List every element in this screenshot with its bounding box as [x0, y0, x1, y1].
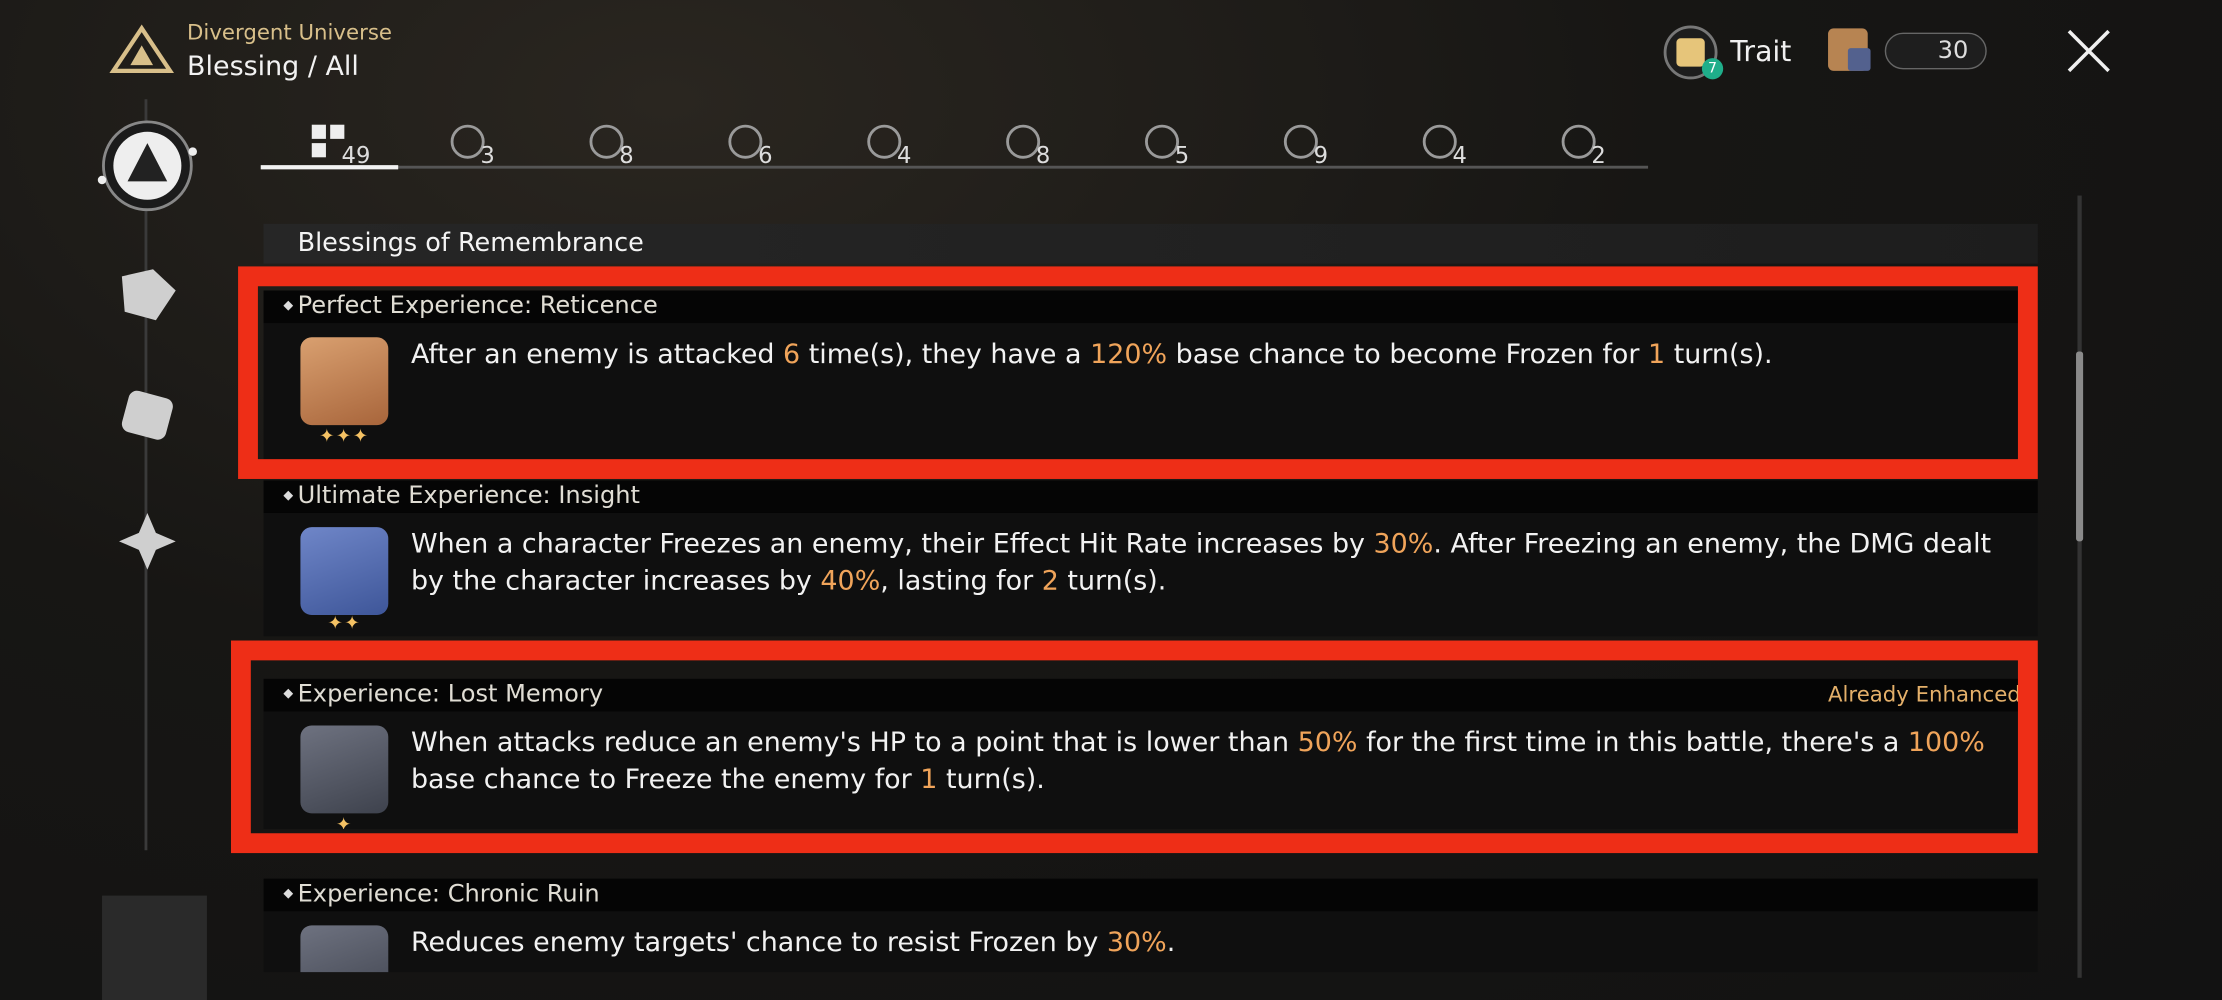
- status-tag: Already Enhanced: [1827, 681, 2021, 708]
- description-text: Reduces enemy targets' chance to resist …: [410, 926, 1107, 958]
- rarity-stars: ✦✦: [327, 613, 362, 635]
- trait-button[interactable]: Trait: [1730, 34, 1792, 69]
- app-title: Divergent Universe: [187, 19, 392, 46]
- description-text: , lasting for: [880, 565, 1042, 597]
- tab-count[interactable]: 9: [1313, 141, 1329, 169]
- highlight-number: 100%: [1907, 726, 1985, 759]
- description-text: .: [1166, 926, 1176, 958]
- rarity-stars: ✦: [335, 814, 353, 829]
- tab-count[interactable]: 3: [480, 141, 495, 169]
- description-text: When attacks reduce an enemy's HP to a p…: [410, 726, 1298, 759]
- description: After an enemy is attacked 6 time(s), th…: [411, 336, 1998, 373]
- description-text: turn(s).: [937, 763, 1045, 795]
- tab-count[interactable]: 4: [1452, 141, 1467, 169]
- breadcrumb: Blessing / All: [187, 51, 359, 83]
- tab-count[interactable]: 6: [758, 141, 773, 169]
- highlight-number: 30%: [1106, 926, 1167, 958]
- tab-count[interactable]: 4: [897, 141, 912, 169]
- currency-value: 30: [1937, 36, 1969, 66]
- tab-count[interactable]: 8: [1035, 141, 1051, 169]
- highlight-number: 1: [1648, 338, 1666, 370]
- blessing-icon: [300, 337, 389, 426]
- bullet: ◆: [283, 887, 294, 902]
- highlight-box: [230, 640, 2038, 854]
- currency: 30: [1884, 32, 1987, 70]
- card-header: ◆ Perfect Experience: Reticence: [263, 290, 2038, 324]
- tab-count[interactable]: 8: [619, 141, 634, 169]
- description-text: base chance to become Frozen for: [1167, 338, 1649, 370]
- trait-badge: 7: [1701, 58, 1724, 80]
- description: When a character Freezes an enemy, their…: [411, 526, 1998, 600]
- tab-count[interactable]: 5: [1174, 141, 1190, 169]
- bullet: ◆: [283, 687, 294, 702]
- highlight-number: 6: [783, 338, 801, 370]
- description-text: . After Freezing an enemy, the DMG dealt…: [410, 528, 1992, 597]
- tab-count[interactable]: 2: [1591, 141, 1606, 169]
- description-text: base chance to Freeze the enemy for: [410, 763, 921, 795]
- description-text: for the first time in this battle, there…: [1357, 726, 1908, 759]
- highlight-box: [238, 266, 2038, 479]
- description: Reduces enemy targets' chance to resist …: [411, 924, 1998, 961]
- blessing-icon: [300, 527, 389, 616]
- blessing-card[interactable]: ◆ Perfect Experience: Reticence ✦✦✦ After a…: [263, 290, 2038, 461]
- highlight-number: 2: [1041, 565, 1059, 597]
- card-header: ◆ Ultimate Experience: Insight: [263, 480, 2038, 513]
- bullet: ◆: [283, 299, 294, 314]
- blessing-name: Ultimate Experience: Insight: [297, 481, 640, 511]
- description-text: turn(s).: [1665, 338, 1773, 370]
- rarity-stars: ✦✦✦: [319, 426, 370, 448]
- description: When attacks reduce an enemy's HP to a p…: [411, 724, 1998, 798]
- blessing-name: Experience: Chronic Ruin: [297, 880, 600, 909]
- blessing-name: Perfect Experience: Reticence: [297, 291, 658, 321]
- card-header: ◆ Experience: Chronic Ruin: [263, 878, 2038, 912]
- blessing-icon: [300, 925, 389, 973]
- highlight-number: 1: [920, 763, 938, 795]
- section-header: Blessings of Remembrance: [263, 223, 2038, 264]
- blessing-card[interactable]: ◆Experience: Chronic Ruin✦Reduces enemy …: [263, 878, 2038, 973]
- blessing-name: Experience: Lost Memory: [297, 680, 604, 709]
- description-text: turn(s).: [1058, 565, 1167, 597]
- description-text: After an enemy is attacked: [410, 338, 784, 370]
- highlight-number: 50%: [1297, 726, 1358, 759]
- blessing-icon: [300, 725, 389, 814]
- highlight-number: 120%: [1090, 338, 1168, 370]
- bullet: ◆: [283, 488, 294, 504]
- section-title: Blessings of Remembrance: [297, 228, 644, 258]
- blessing-card[interactable]: ◆ Experience: Lost Memory Already Enhanced…: [263, 678, 2038, 829]
- description-text: When a character Freezes an enemy, their…: [410, 528, 1374, 560]
- tab-count[interactable]: 49: [341, 141, 371, 169]
- description-text: time(s), they have a: [800, 338, 1091, 370]
- card-header: ◆ Experience: Lost Memory Already Enhanced: [263, 678, 2038, 712]
- highlight-number: 30%: [1373, 528, 1434, 560]
- blessing-card[interactable]: ◆ Ultimate Experience: Insight ✦✦ When a ch…: [263, 480, 2038, 637]
- highlight-number: 40%: [820, 565, 881, 597]
